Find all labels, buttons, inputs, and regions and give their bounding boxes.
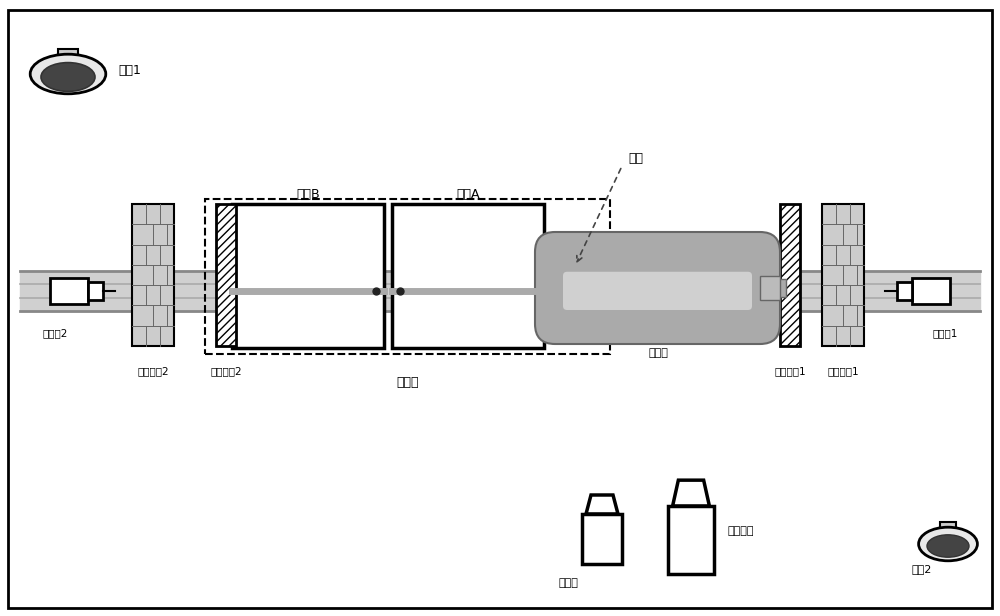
Text: 油池B: 油池B — [296, 187, 320, 200]
Bar — [216, 204, 236, 346]
Bar — [392, 204, 544, 348]
Bar — [912, 278, 950, 304]
Bar — [780, 204, 800, 346]
Polygon shape — [673, 480, 709, 506]
Text: 高速相机: 高速相机 — [728, 526, 755, 536]
Text: 摄像机: 摄像机 — [558, 578, 578, 588]
Ellipse shape — [927, 535, 969, 557]
Bar — [897, 282, 912, 300]
Ellipse shape — [30, 54, 106, 94]
Polygon shape — [586, 495, 618, 514]
Ellipse shape — [919, 527, 977, 561]
Bar — [50, 278, 88, 304]
Text: 储氢瓶: 储氢瓶 — [648, 348, 668, 358]
Text: 刹车挡板2: 刹车挡板2 — [210, 366, 242, 376]
Text: 监控2: 监控2 — [912, 564, 932, 574]
Text: 导轨: 导轨 — [628, 152, 643, 164]
FancyBboxPatch shape — [563, 272, 752, 310]
Bar — [822, 204, 864, 346]
Text: 刹车挡板1: 刹车挡板1 — [774, 366, 806, 376]
Text: 油池A: 油池A — [456, 187, 480, 200]
Ellipse shape — [41, 63, 95, 91]
Bar — [58, 49, 78, 59]
Bar — [132, 204, 174, 346]
Text: 摄像机2: 摄像机2 — [42, 328, 68, 338]
Bar — [88, 282, 103, 300]
Text: 摄像机1: 摄像机1 — [932, 328, 958, 338]
Bar — [582, 514, 622, 564]
FancyBboxPatch shape — [535, 232, 780, 344]
Bar — [940, 522, 956, 532]
Text: 灭火板: 灭火板 — [397, 376, 419, 389]
Bar — [760, 276, 780, 300]
Text: 监控1: 监控1 — [118, 65, 141, 78]
Bar — [205, 199, 610, 354]
Text: 安全挡板1: 安全挡板1 — [827, 366, 859, 376]
Bar — [668, 506, 714, 574]
Text: 安全挡板2: 安全挡板2 — [137, 366, 169, 376]
Bar — [778, 280, 786, 297]
Bar — [232, 204, 384, 348]
